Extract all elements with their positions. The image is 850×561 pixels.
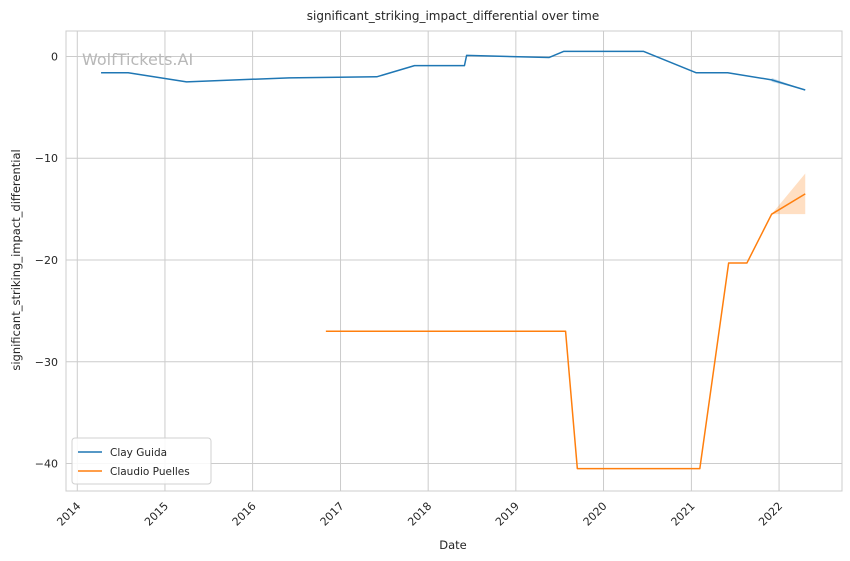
series-line-0	[101, 50, 806, 91]
y-tick-label: −40	[35, 458, 58, 471]
y-tick-label: −20	[35, 254, 58, 267]
watermark-text: WolfTickets.AI	[82, 50, 193, 69]
y-tick-label: −10	[35, 152, 58, 165]
legend-label: Claudio Puelles	[110, 466, 190, 478]
y-tick-label: −30	[35, 356, 58, 369]
series-band-1	[771, 173, 806, 215]
y-tick-label: 0	[51, 50, 58, 63]
chart-title: significant_striking_impact_differential…	[307, 9, 599, 23]
series-line-1	[325, 193, 806, 470]
x-axis-label: Date	[439, 538, 467, 552]
legend: Clay Guida Claudio Puelles	[71, 437, 212, 485]
plot-frame	[65, 30, 843, 492]
y-axis-ticks: 0 −10 −20 −30 −40	[35, 50, 58, 470]
y-axis-label: significant_striking_impact_differential	[9, 149, 23, 370]
series-band-0	[771, 77, 806, 91]
gridlines	[66, 31, 842, 491]
legend-label: Clay Guida	[110, 447, 167, 459]
confidence-bands	[771, 77, 806, 215]
series-lines	[101, 50, 806, 470]
legend-box	[71, 437, 212, 485]
